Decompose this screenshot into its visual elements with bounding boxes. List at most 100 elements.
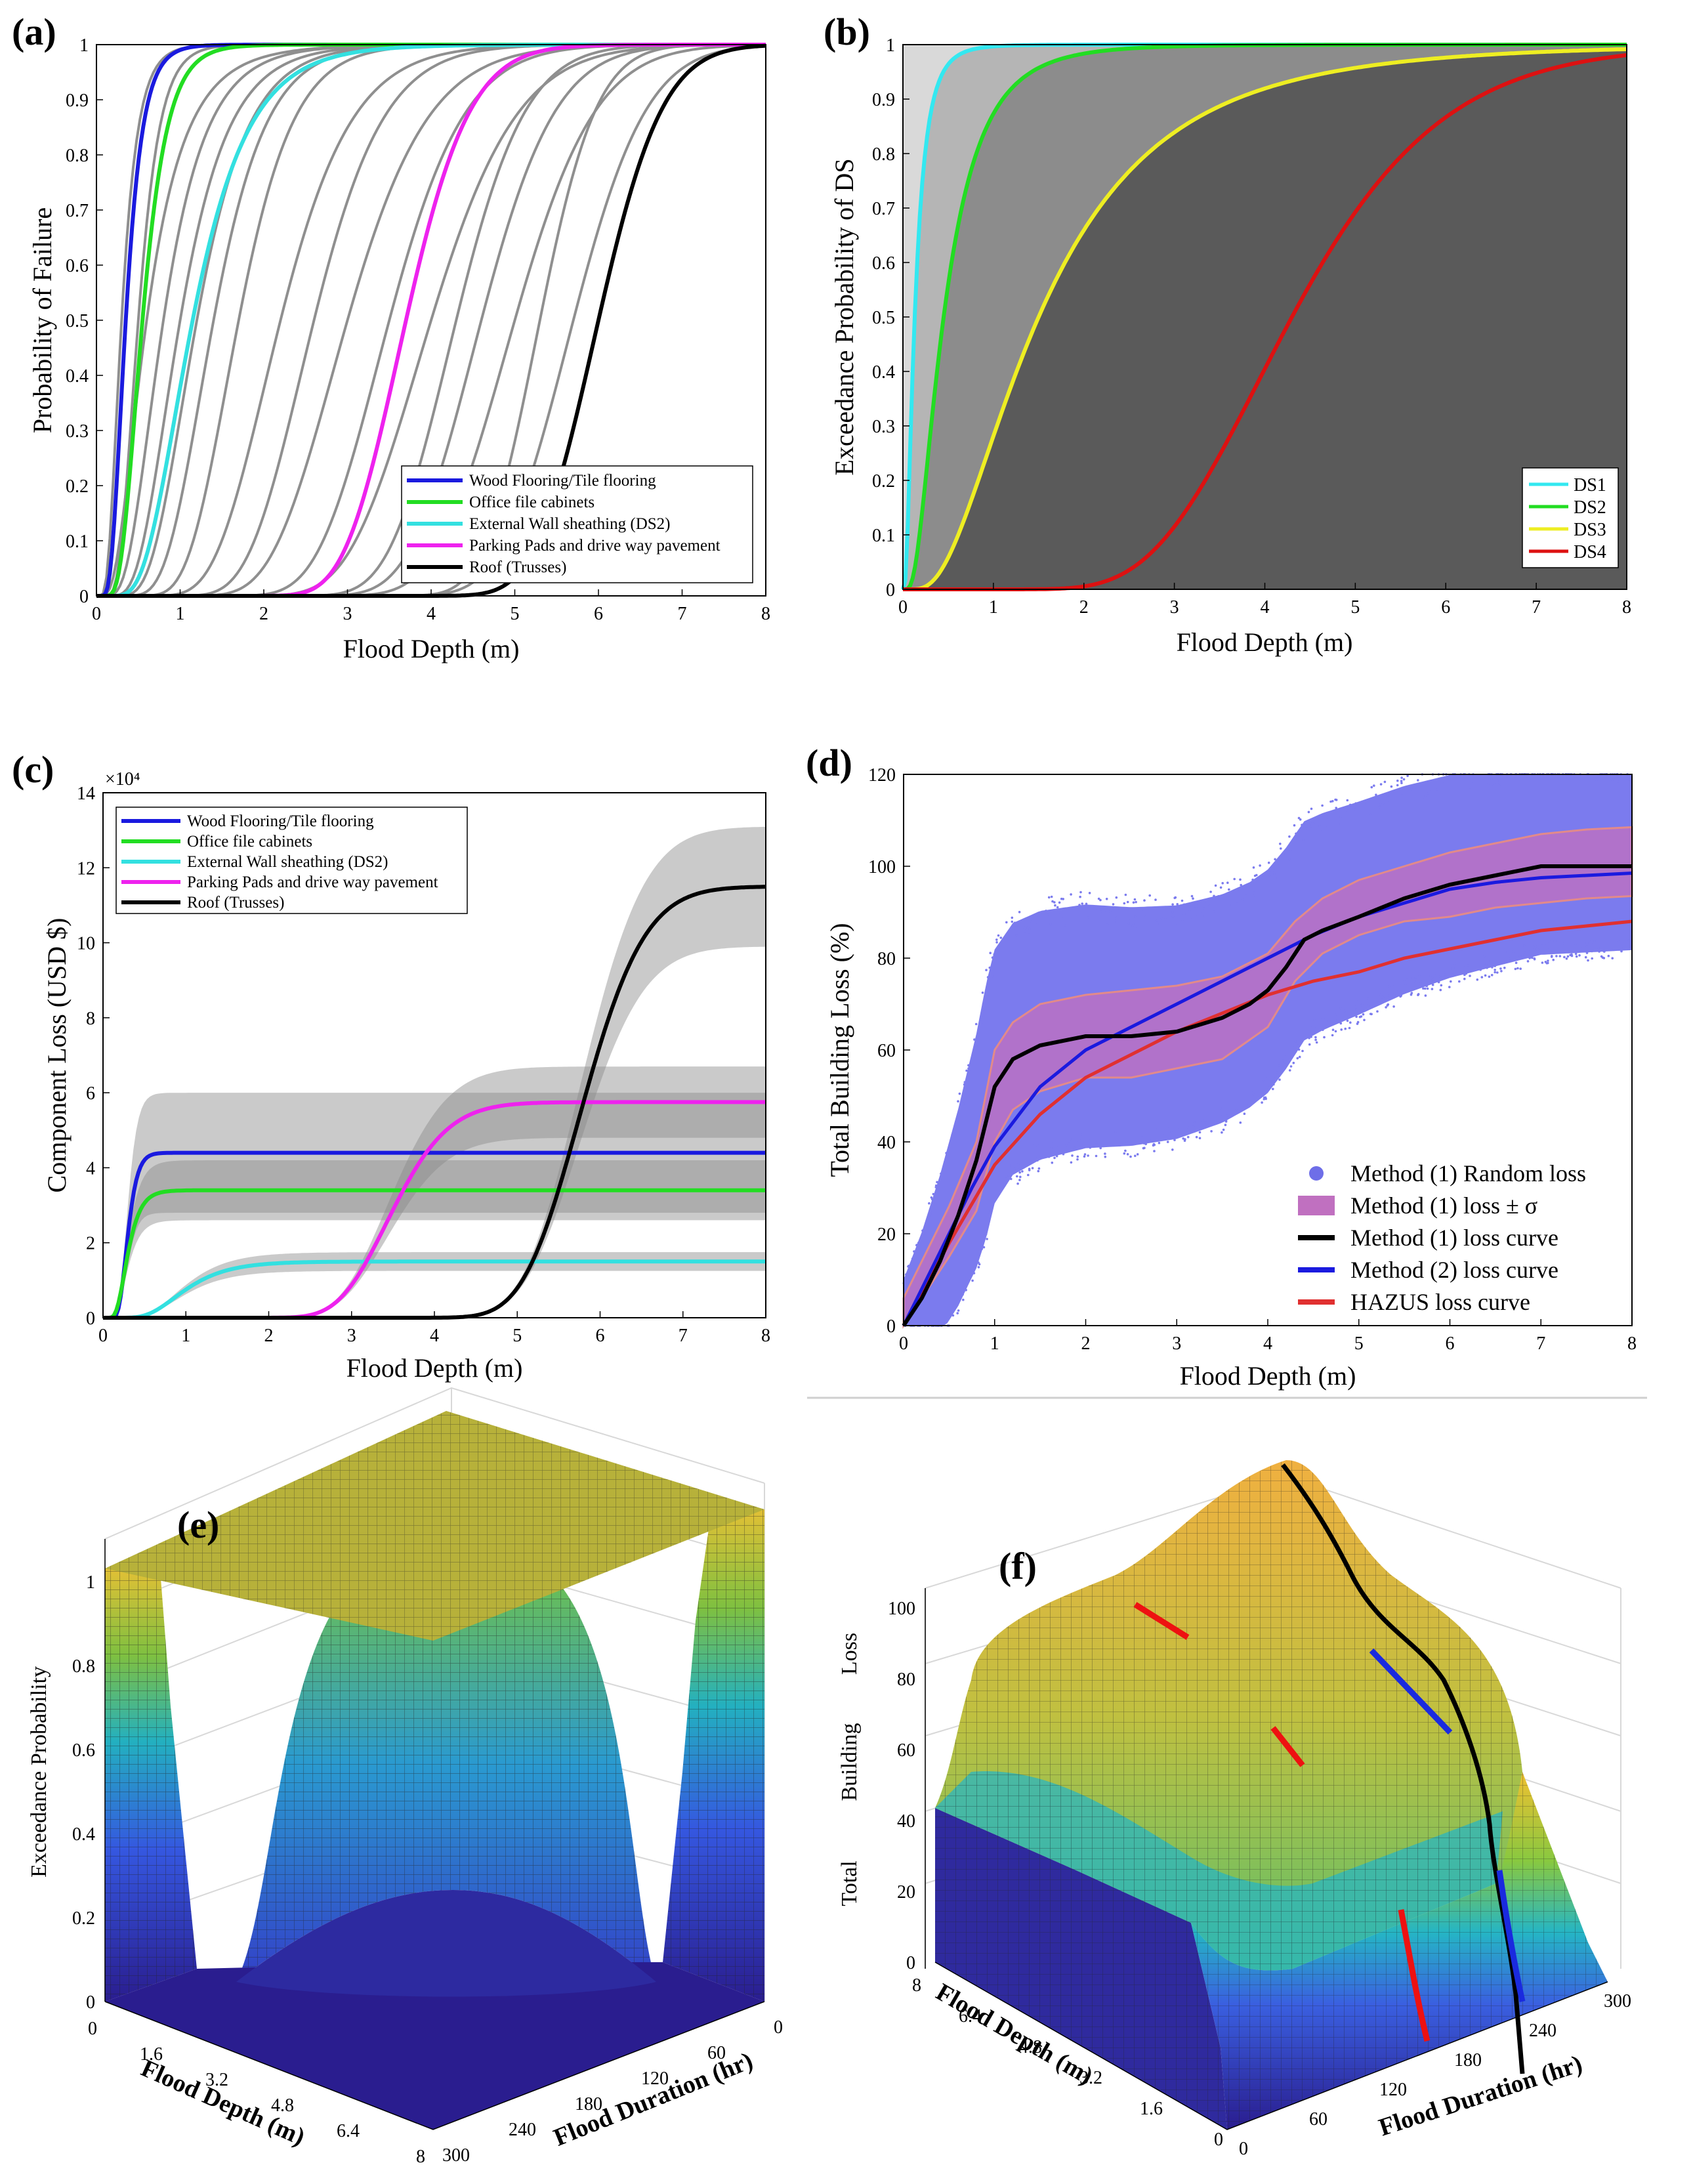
panel-d-scatter-point	[1339, 1022, 1343, 1025]
panel-d-scatter-point	[913, 1250, 915, 1253]
panel-d-scatter-point	[1503, 967, 1506, 969]
panel-b-x-ticks: 0 1 2 3 4 5 6 7 8	[898, 583, 1631, 618]
panel-d-scatter-point	[1597, 946, 1600, 950]
panel-d-scatter-point	[1085, 902, 1088, 906]
panel-d-scatter-point	[962, 1298, 965, 1301]
panel-d-scatter-point	[984, 1233, 988, 1236]
panel-d-scatter-point	[1115, 896, 1118, 899]
panel-d-label: (d)	[806, 742, 852, 784]
panel-d-scatter-point	[1442, 782, 1444, 786]
panel-d-scatter-point	[1450, 980, 1452, 983]
panel-d-scatter-point	[1552, 958, 1555, 961]
panel-d-scatter-point	[1224, 1120, 1228, 1123]
panel-d-scatter-point	[1406, 774, 1409, 778]
panel-d-scatter-point	[1095, 1154, 1098, 1158]
panel-d-scatter-point	[1357, 999, 1360, 1002]
panel-d-scatter-point	[1353, 1002, 1356, 1005]
panel-d-scatter-point	[1037, 1169, 1040, 1173]
panel-d-scatter-point	[1207, 903, 1210, 906]
panel-d-scatter-point	[1499, 782, 1502, 786]
panel-a-legend-label: Office file cabinets	[469, 494, 595, 511]
panel-a-xtick-label: 3	[343, 604, 352, 624]
panel-d-scatter-point	[1113, 920, 1116, 923]
panel-e-ztick-label: 0.8	[72, 1656, 95, 1677]
panel-d-scatter-point	[1055, 1152, 1058, 1155]
panel-d-scatter-point	[1473, 782, 1476, 784]
panel-d-scatter-point	[1259, 864, 1261, 867]
panel-d-scatter-point	[1296, 1057, 1299, 1060]
panel-d-scatter-point	[1235, 1108, 1238, 1111]
panel-d-scatter-point	[1140, 1136, 1144, 1139]
panel-d-scatter-point	[1021, 1170, 1024, 1173]
panel-c-series-line	[103, 1259, 766, 1320]
panel-e-ytick-label: 180	[575, 2094, 602, 2114]
panel-d-scatter-point	[1448, 986, 1451, 988]
panel-b-band	[903, 45, 1627, 589]
panel-e-ztick-label: 1	[86, 1572, 95, 1593]
panel-d-scatter-point	[1135, 925, 1139, 928]
panel-d-scatter-point	[961, 1293, 964, 1296]
panel-d-scatter-point	[1439, 988, 1442, 992]
panel-d-scatter-point	[1417, 973, 1421, 976]
panel-b-ytick-label: 0.2	[872, 471, 895, 492]
panel-d-ytick-label: 120	[868, 765, 896, 786]
panel-d-scatter-point	[1024, 929, 1027, 933]
panel-d-scatter-point	[961, 1101, 964, 1104]
panel-d-scatter-point	[1275, 1071, 1278, 1074]
panel-d-scatter-point	[1034, 1144, 1036, 1147]
panel-d-scatter-point	[1272, 1083, 1275, 1086]
panel-d-ytick-label: 20	[877, 1225, 896, 1245]
panel-d-scatter-point	[1047, 1156, 1051, 1158]
panel-d-scatter-point	[1186, 1126, 1190, 1129]
panel-d-scatter-point	[1173, 1139, 1176, 1141]
panel-d-scatter-point	[1547, 961, 1549, 965]
panel-d-scatter-point	[1349, 1021, 1352, 1024]
panel-d-scatter-point	[1122, 914, 1125, 917]
panel-d-scatter-point	[1099, 898, 1102, 902]
panel-d-scatter-point	[1240, 883, 1242, 887]
panel-c-bands	[103, 826, 766, 1318]
panel-d-scatter-point	[982, 1003, 985, 1005]
panel-d-scatter-point	[1387, 799, 1390, 802]
panel-d-scatter-point	[1400, 776, 1403, 779]
panel-d-scatter-point	[1575, 776, 1578, 778]
panel-d-scatter-point	[1495, 779, 1499, 782]
panel-f-ztick-label: 100	[888, 1599, 915, 1619]
panel-b-legend-label: DS4	[1574, 542, 1606, 562]
panel-d-scatter-point	[1267, 861, 1270, 864]
panel-d-scatter-point	[1163, 1132, 1166, 1135]
panel-a-y-ticks: 0 0.1 0.2 0.3 0.4 0.5 0.6 0.7 0.8 0.9 1	[66, 35, 103, 607]
panel-d-scatter-point	[1583, 950, 1586, 953]
panel-d-scatter-point	[1627, 939, 1631, 942]
panel-d-scatter-point	[987, 1209, 990, 1212]
panel-b-ytick-label: 0.7	[872, 199, 895, 219]
panel-d-scatter-point	[1076, 1139, 1078, 1142]
panel-d-scatter-point	[1402, 778, 1406, 781]
panel-d-scatter-point	[1289, 849, 1292, 852]
panel-d-scatter-point	[1282, 1059, 1284, 1062]
panel-d-scatter-point	[1333, 1013, 1337, 1017]
panel-d-scatter-point	[1410, 993, 1413, 996]
panel-d-scatter-point	[1628, 778, 1631, 781]
panel-d-scatter-point	[1118, 908, 1121, 911]
panel-d-scatter-point	[1201, 1120, 1204, 1122]
panel-d-scatter-point	[1363, 803, 1366, 805]
panel-d-scatter-point	[1585, 941, 1589, 944]
panel-d-scatter-point	[1314, 1038, 1317, 1041]
panel-d-scatter-point	[1114, 1131, 1117, 1134]
panel-b-ytick-label: 0.9	[872, 90, 895, 110]
panel-d-scatter-point	[1176, 903, 1179, 906]
panel-d-scatter-point	[1255, 873, 1258, 877]
panel-d-scatter-point	[1294, 1040, 1297, 1043]
panel-d-scatter-point	[1620, 950, 1623, 953]
panel-d-scatter-point	[1305, 827, 1308, 830]
panel-a-ytick-label: 0.2	[66, 476, 89, 497]
panel-d-scatter-point	[1592, 942, 1595, 944]
panel-b-bands	[903, 45, 1627, 589]
panel-d-scatter-point	[1536, 948, 1539, 952]
panel-d-scatter-point	[1148, 894, 1151, 897]
panel-d-scatter-point	[1395, 989, 1398, 992]
panel-d-scatter-point	[1153, 1150, 1156, 1152]
panel-d-scatter-point	[1192, 1125, 1195, 1128]
